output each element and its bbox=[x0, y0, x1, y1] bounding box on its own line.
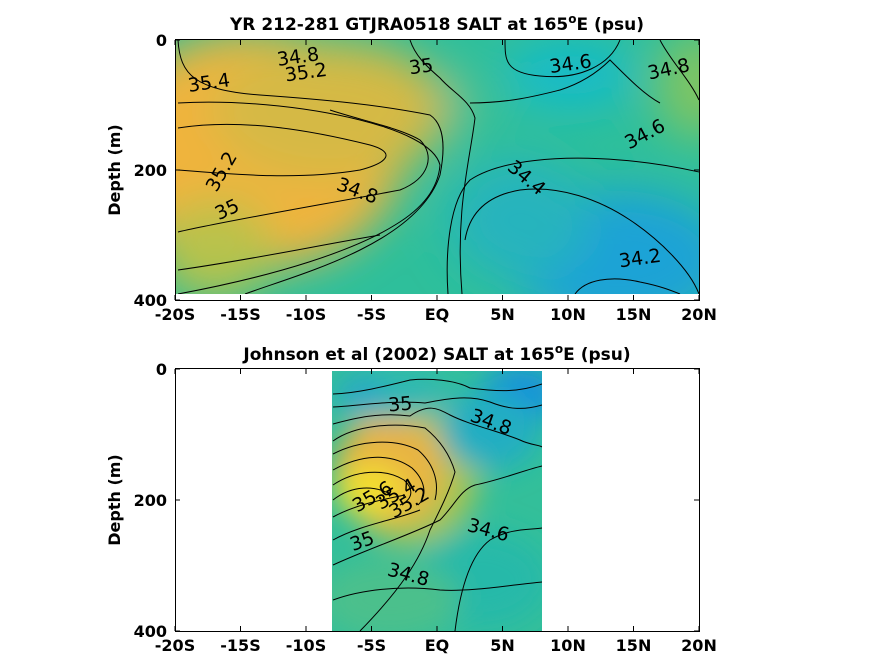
x-tick-label: 20N bbox=[681, 636, 717, 655]
x-tick-label: -20S bbox=[155, 636, 195, 655]
x-tick-label: EQ bbox=[425, 305, 450, 324]
x-tick-label: 10N bbox=[550, 305, 586, 324]
panel-top-title: YR 212-281 GTJRA0518 SALT at 165oE (psu) bbox=[229, 12, 644, 35]
x-tick-label: 20N bbox=[681, 305, 717, 324]
y-tick-label: 0 bbox=[156, 360, 167, 379]
y-tick-label: 200 bbox=[134, 161, 167, 180]
x-tick-label: EQ bbox=[425, 636, 450, 655]
panel-top-ticks: -20S -15S -10S -5S EQ 5N 10N 15N 20N 0 200 400 bbox=[134, 31, 717, 324]
panel-top-ylabel: Depth (m) bbox=[105, 124, 124, 216]
x-tick-label: -15S bbox=[220, 636, 260, 655]
x-tick-label: -5S bbox=[357, 305, 386, 324]
x-tick-label: -20S bbox=[155, 305, 195, 324]
contour-label: 35 bbox=[387, 393, 413, 417]
panel-bottom-ticks: -20S -15S -10S -5S EQ 5N 10N 15N 20N 0 200 400 bbox=[134, 360, 717, 655]
contour-label: 35 bbox=[408, 54, 435, 79]
panel-bottom-title: Johnson et al (2002) SALT at 165oE (psu) bbox=[242, 342, 630, 365]
panel-top-contours bbox=[177, 40, 699, 294]
y-tick-label: 400 bbox=[134, 622, 167, 641]
y-tick-label: 200 bbox=[134, 491, 167, 510]
x-tick-label: -15S bbox=[220, 305, 260, 324]
x-tick-label: 15N bbox=[616, 305, 652, 324]
y-tick-label: 0 bbox=[156, 31, 167, 50]
x-tick-label: 15N bbox=[616, 636, 652, 655]
panel-bottom-contours bbox=[332, 378, 542, 631]
x-tick-label: 5N bbox=[490, 636, 515, 655]
panel-bottom-colorfield: 35 34.8 35.6 35.4 35.2 34.6 35 34.8 bbox=[332, 371, 542, 631]
x-tick-label: 10N bbox=[550, 636, 586, 655]
y-tick-label: 400 bbox=[134, 291, 167, 310]
x-tick-label: -10S bbox=[286, 305, 326, 324]
panel-bottom-ylabel: Depth (m) bbox=[105, 454, 124, 546]
x-tick-label: -10S bbox=[286, 636, 326, 655]
x-tick-label: -5S bbox=[357, 636, 386, 655]
panel-bottom: Johnson et al (2002) SALT at 165oE (psu) bbox=[105, 342, 717, 655]
panel-top: YR 212-281 GTJRA0518 SALT at 165oE (psu) bbox=[105, 12, 717, 324]
panel-top-colorfield: 34.8 35.2 35 35.4 34.6 34.8 34.6 35.2 34… bbox=[175, 40, 699, 294]
x-tick-label: 5N bbox=[490, 305, 515, 324]
